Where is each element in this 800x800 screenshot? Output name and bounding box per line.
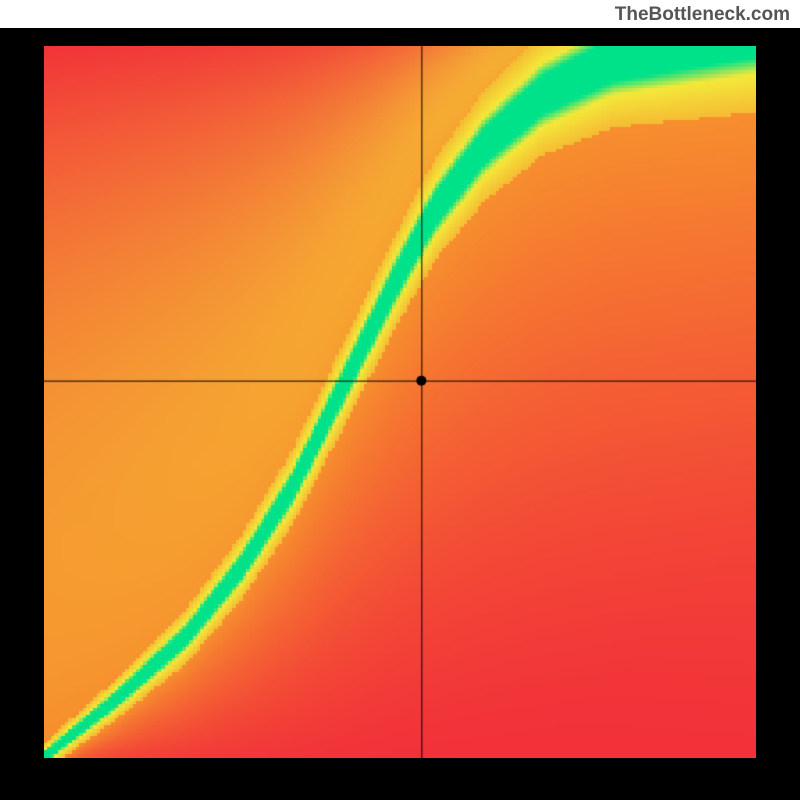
chart-frame	[0, 28, 800, 800]
chart-container: TheBottleneck.com	[0, 0, 800, 800]
plot-area	[44, 46, 756, 758]
heatmap-canvas	[44, 46, 756, 758]
watermark-text: TheBottleneck.com	[615, 4, 790, 26]
